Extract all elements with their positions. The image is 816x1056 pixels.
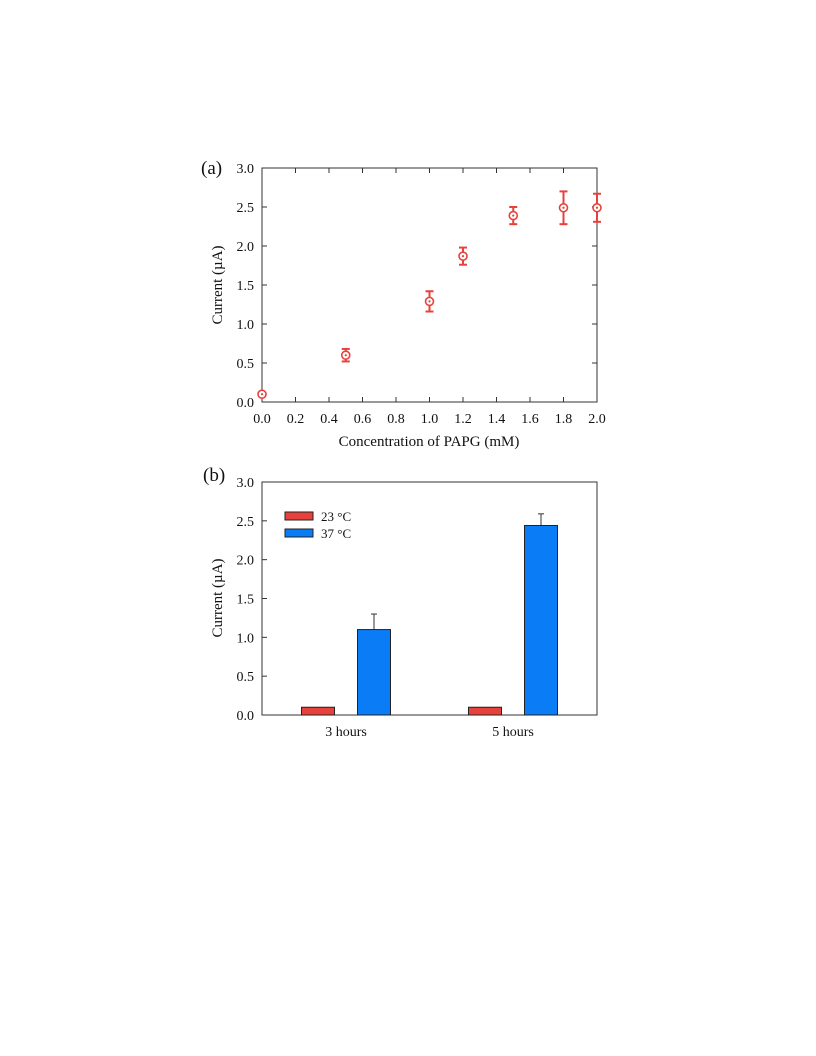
y-tick-label: 1.5 bbox=[237, 279, 255, 294]
x-tick-label: 2.0 bbox=[588, 412, 606, 427]
y-tick-label: 1.0 bbox=[237, 631, 255, 646]
panel-a-scatter-chart: (a) Current (µA) Concentration of PAPG (… bbox=[201, 158, 606, 450]
data-point-center bbox=[428, 300, 431, 303]
panel-a-label: (a) bbox=[201, 158, 222, 179]
y-tick-label: 2.0 bbox=[237, 554, 255, 569]
panel-b-axes: 0.0 0.5 1.0 1.5 2.0 2.5 3.0 3 hours 5 hours bbox=[237, 476, 534, 740]
panel-a-x-axis-label: Concentration of PAPG (mM) bbox=[339, 434, 520, 450]
y-tick-label: 0.5 bbox=[237, 670, 255, 685]
x-tick-label: 0.2 bbox=[287, 412, 305, 427]
panel-b-bars bbox=[301, 513, 558, 716]
data-point-center bbox=[461, 255, 465, 258]
x-tick-label: 0.6 bbox=[354, 412, 372, 427]
y-tick-label: 3.0 bbox=[237, 476, 255, 491]
x-tick-label: 0.8 bbox=[387, 412, 405, 427]
legend-label: 37 °C bbox=[321, 526, 351, 541]
panel-a-y-axis-label: Current (µA) bbox=[210, 245, 226, 324]
x-tick-label: 1.8 bbox=[555, 412, 573, 427]
x-tick-label: 1.2 bbox=[454, 412, 472, 427]
y-tick-label: 1.5 bbox=[237, 593, 255, 608]
panel-b-bar-chart: (b) Current (µA) 0.0 0.5 1.0 1.5 2.0 2.5 3.0 3 … bbox=[203, 465, 598, 740]
y-tick-label: 2.5 bbox=[237, 515, 255, 530]
y-tick-label: 0.0 bbox=[237, 709, 255, 724]
legend-swatch bbox=[284, 511, 314, 521]
legend-label: 23 °C bbox=[321, 509, 351, 524]
x-tick-label: 1.6 bbox=[521, 412, 539, 427]
panel-a-data-points bbox=[257, 190, 602, 400]
panel-b-y-axis-label: Current (µA) bbox=[210, 558, 226, 637]
y-tick-label: 3.0 bbox=[237, 162, 255, 177]
y-tick-label: 0.0 bbox=[237, 396, 255, 411]
panel-b-legend: 23 °C 37 °C bbox=[284, 509, 351, 541]
bar bbox=[301, 706, 335, 716]
x-category-label: 5 hours bbox=[492, 725, 534, 740]
y-tick-label: 2.5 bbox=[237, 201, 255, 216]
data-point-center bbox=[344, 354, 347, 357]
bar bbox=[524, 524, 558, 716]
bar bbox=[468, 706, 502, 716]
x-tick-label: 1.4 bbox=[488, 412, 506, 427]
bar bbox=[357, 629, 391, 716]
panel-a-plot-frame bbox=[261, 167, 598, 403]
panel-a-axes: 0.0 0.5 1.0 1.5 2.0 2.5 3.0 0.0 0.2 0.4 0.6 0.8 1.0 1… bbox=[237, 162, 606, 427]
x-tick-label: 0.4 bbox=[320, 412, 338, 427]
x-tick-label: 1.0 bbox=[421, 412, 439, 427]
y-tick-label: 1.0 bbox=[237, 318, 255, 333]
legend-swatch bbox=[284, 528, 314, 538]
y-tick-label: 2.0 bbox=[237, 240, 255, 255]
x-tick-label: 0.0 bbox=[253, 412, 271, 427]
data-point-center bbox=[512, 214, 515, 217]
panel-b-label: (b) bbox=[203, 465, 225, 486]
y-tick-label: 0.5 bbox=[237, 357, 255, 372]
x-category-label: 3 hours bbox=[325, 725, 367, 740]
data-point-center bbox=[260, 393, 264, 396]
data-point-center bbox=[562, 206, 565, 209]
data-point-center bbox=[595, 206, 599, 209]
